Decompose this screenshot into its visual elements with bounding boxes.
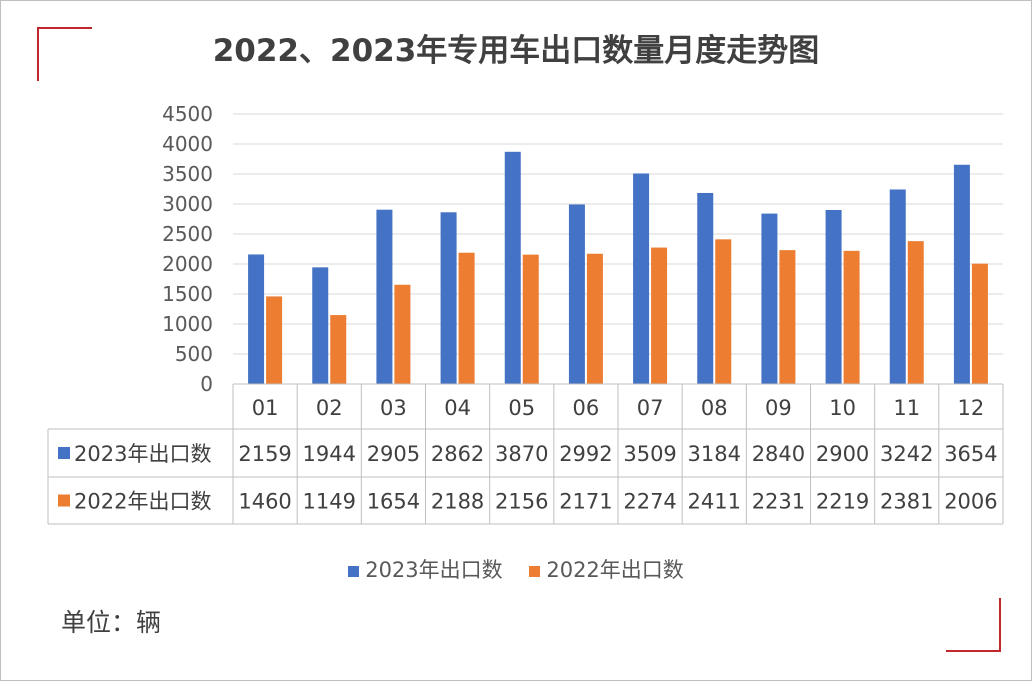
bar-2023: [953, 164, 970, 384]
data-label: 2274: [623, 490, 676, 514]
data-label: 3870: [495, 442, 548, 466]
data-label: 2862: [431, 442, 484, 466]
bar-2022: [715, 239, 732, 384]
data-label: 2900: [816, 442, 869, 466]
bar-2023: [761, 213, 778, 384]
bar-2023: [889, 189, 906, 384]
data-label: 1149: [303, 490, 356, 514]
chart-title: 2022、2023年专用车出口数量月度走势图: [212, 33, 820, 69]
bar-2023: [248, 254, 265, 384]
data-label: 2411: [688, 490, 741, 514]
bar-2022: [907, 241, 924, 384]
data-label: 2905: [367, 442, 420, 466]
x-tick-label: 06: [573, 396, 600, 420]
data-label: 3654: [944, 442, 997, 466]
data-label: 2171: [559, 490, 612, 514]
legend-swatch-2023: [348, 565, 360, 577]
x-tick-label: 07: [637, 396, 664, 420]
x-tick-label: 10: [829, 396, 856, 420]
data-label: 2840: [752, 442, 805, 466]
table-key-2023: [58, 447, 70, 459]
x-tick-label: 09: [765, 396, 792, 420]
corner-decoration-bottom-right: [946, 598, 1001, 652]
legend-label-2023: 2023年出口数: [365, 558, 503, 582]
y-tick-label: 3000: [162, 192, 213, 216]
data-label: 2992: [559, 442, 612, 466]
bar-2023: [440, 212, 457, 384]
legend-label-2022: 2022年出口数: [546, 558, 684, 582]
x-tick-label: 12: [958, 396, 985, 420]
bar-2023: [568, 204, 585, 384]
x-tick-label: 05: [508, 396, 535, 420]
chart-plot: 0 500 1000 1500 2000 2500 3000 3500 4000 4500 01 02…: [47, 102, 1004, 525]
bar-2023: [825, 210, 842, 384]
legend-item-2022: 2022年出口数: [529, 554, 684, 584]
y-tick-label: 1000: [162, 312, 213, 336]
chart-legend: 2023年出口数 2022年出口数: [1, 554, 1031, 584]
bar-2022: [779, 250, 796, 384]
data-label: 2381: [880, 490, 933, 514]
data-label: 1944: [303, 442, 356, 466]
bar-2023: [376, 209, 393, 384]
data-label: 2159: [238, 442, 291, 466]
bar-2023: [504, 151, 521, 384]
x-tick-label: 04: [444, 396, 471, 420]
bar-2023: [312, 267, 329, 384]
corner-decoration-top-left: [37, 27, 92, 81]
x-tick-label: 03: [380, 396, 407, 420]
table-row-header: 2023年出口数: [74, 442, 211, 466]
data-label: 1460: [238, 490, 291, 514]
data-label: 2156: [495, 490, 548, 514]
table-key-2022: [58, 494, 70, 507]
y-tick-label: 2000: [162, 252, 213, 276]
bar-2022: [266, 296, 283, 384]
x-tick-label: 02: [316, 396, 343, 420]
x-tick-label: 08: [701, 396, 728, 420]
data-label: 2188: [431, 490, 484, 514]
bar-2022: [971, 263, 988, 384]
y-tick-label: 0: [200, 372, 213, 396]
unit-note: 单位：辆: [61, 608, 162, 637]
y-tick-label: 2500: [162, 222, 213, 246]
legend-item-2023: 2023年出口数: [348, 554, 503, 584]
bar-2023: [633, 173, 650, 384]
x-tick-label: 11: [893, 396, 920, 420]
data-label: 3509: [623, 442, 676, 466]
bar-2022: [522, 254, 539, 384]
bar-2023: [697, 192, 714, 384]
data-label: 3184: [688, 442, 741, 466]
bar-2022: [651, 247, 668, 384]
y-tick-label: 4000: [162, 132, 213, 156]
data-label: 2231: [752, 490, 805, 514]
data-label: 3242: [880, 442, 933, 466]
legend-swatch-2022: [529, 565, 541, 577]
bar-2022: [394, 284, 411, 384]
data-label: 1654: [367, 490, 420, 514]
y-tick-label: 4500: [162, 102, 213, 126]
data-label: 2219: [816, 490, 869, 514]
bar-2022: [330, 315, 347, 384]
y-tick-label: 500: [175, 342, 213, 366]
x-tick-label: 01: [252, 396, 279, 420]
bar-2022: [458, 252, 475, 384]
bar-2022: [586, 253, 603, 384]
bar-2022: [843, 250, 860, 384]
table-row-header: 2022年出口数: [74, 490, 211, 514]
y-tick-label: 3500: [162, 162, 213, 186]
y-tick-label: 1500: [162, 282, 213, 306]
data-label: 2006: [944, 490, 997, 514]
